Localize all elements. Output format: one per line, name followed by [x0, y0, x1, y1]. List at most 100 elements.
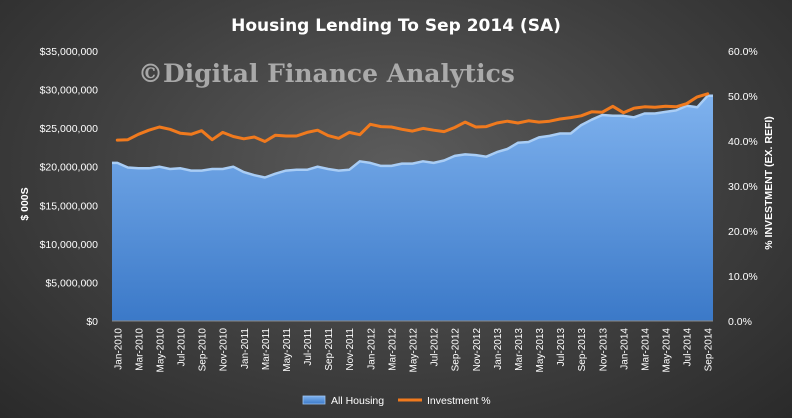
data-point-investment: [274, 134, 276, 136]
data-point-all-housing: [496, 151, 498, 153]
x-tick-label: Sep-2014: [704, 328, 715, 372]
data-point-all-housing: [591, 119, 593, 121]
x-tick-label: Jan-2012: [366, 328, 377, 370]
data-point-all-housing: [127, 166, 129, 168]
data-point-all-housing: [200, 169, 202, 171]
right-tick-label: 50.0%: [728, 91, 758, 103]
x-tick-label: Nov-2013: [598, 328, 609, 372]
data-point-investment: [158, 126, 160, 128]
data-point-all-housing: [316, 166, 318, 168]
x-tick-label: Jul-2010: [177, 328, 188, 367]
x-axis-ticks: Jan-2010 Mar-2010 May-2010 Jul-2010 Sep-2010…: [113, 328, 714, 373]
right-tick-label: 0.0%: [728, 316, 752, 328]
x-tick-label: Mar-2010: [134, 328, 145, 371]
right-tick-label: 60.0%: [728, 46, 758, 58]
data-point-all-housing: [675, 109, 677, 111]
data-point-all-housing: [622, 115, 624, 117]
x-tick-label: Jan-2014: [619, 328, 630, 370]
data-point-all-housing: [443, 159, 445, 161]
data-point-all-housing: [401, 162, 403, 164]
right-tick-label: 10.0%: [728, 271, 758, 283]
data-point-investment: [306, 131, 308, 133]
right-tick-label: 30.0%: [728, 181, 758, 193]
data-point-investment: [485, 125, 487, 127]
data-point-investment: [380, 125, 382, 127]
data-point-investment: [506, 120, 508, 122]
data-point-all-housing: [390, 165, 392, 167]
x-tick-label: Mar-2012: [387, 328, 398, 371]
data-point-investment: [527, 120, 529, 122]
legend: All Housing Investment %: [302, 395, 491, 407]
data-point-all-housing: [517, 142, 519, 144]
data-point-investment: [211, 139, 213, 141]
data-point-investment: [348, 131, 350, 133]
data-point-all-housing: [274, 173, 276, 175]
data-point-investment: [580, 115, 582, 117]
series-edge-all-housing: [112, 94, 713, 179]
data-point-all-housing: [643, 112, 645, 114]
data-point-investment: [464, 121, 466, 123]
data-point-investment: [685, 103, 687, 105]
data-point-all-housing: [359, 160, 361, 162]
chart-title: Housing Lending To Sep 2014 (SA): [231, 16, 561, 36]
x-tick-label: Nov-2011: [345, 328, 356, 371]
data-point-investment: [222, 131, 224, 133]
data-point-all-housing: [380, 165, 382, 167]
data-point-investment: [327, 134, 329, 136]
data-point-all-housing: [601, 114, 603, 116]
data-point-investment: [591, 111, 593, 113]
watermark: ©Digital Finance Analytics: [138, 59, 515, 88]
x-tick-label: Sep-2010: [198, 328, 209, 372]
data-point-investment: [359, 134, 361, 136]
data-point-all-housing: [285, 169, 287, 171]
x-tick-label: May-2010: [155, 328, 166, 373]
data-point-investment: [696, 96, 698, 98]
x-tick-label: Jan-2011: [240, 328, 251, 369]
left-tick-label: $0: [86, 316, 98, 328]
data-point-investment: [707, 93, 709, 95]
data-point-all-housing: [327, 168, 329, 170]
series-area-all-housing: [112, 95, 713, 321]
data-point-investment: [559, 118, 561, 120]
data-point-all-housing: [548, 135, 550, 137]
data-point-investment: [548, 120, 550, 122]
data-point-investment: [179, 132, 181, 134]
data-point-investment: [390, 126, 392, 128]
left-axis-label: $ 000S: [19, 187, 31, 220]
left-tick-label: $10,000,000: [40, 239, 99, 251]
data-point-investment: [116, 139, 118, 141]
data-point-investment: [148, 129, 150, 131]
data-point-all-housing: [559, 132, 561, 134]
data-point-investment: [411, 130, 413, 132]
data-point-all-housing: [527, 141, 529, 143]
data-point-all-housing: [190, 169, 192, 171]
data-point-all-housing: [464, 153, 466, 155]
left-axis-ticks: $0 $5,000,000 $10,000,000 $15,000,000 $20,00…: [40, 46, 99, 328]
x-tick-label: Jul-2011: [303, 328, 314, 366]
data-point-investment: [253, 136, 255, 138]
left-tick-label: $15,000,000: [40, 200, 99, 212]
data-point-investment: [612, 105, 614, 107]
data-point-all-housing: [264, 176, 266, 178]
x-tick-label: May-2013: [535, 328, 546, 373]
data-point-investment: [601, 111, 603, 113]
series-line-investment: [115, 92, 710, 143]
data-point-investment: [675, 106, 677, 108]
data-point-all-housing: [454, 155, 456, 157]
data-point-all-housing: [179, 167, 181, 169]
x-tick-label: May-2014: [662, 328, 673, 373]
data-point-investment: [264, 140, 266, 142]
data-point-all-housing: [475, 154, 477, 156]
x-tick-label: Mar-2013: [514, 328, 525, 371]
data-point-investment: [285, 135, 287, 137]
right-tick-label: 20.0%: [728, 226, 758, 238]
data-point-all-housing: [348, 169, 350, 171]
data-point-investment: [137, 133, 139, 135]
x-tick-label: May-2011: [282, 328, 293, 372]
data-point-all-housing: [654, 112, 656, 114]
data-point-all-housing: [295, 169, 297, 171]
plot-area: $0 $5,000,000 $10,000,000 $15,000,000 $20,00…: [40, 46, 758, 372]
data-point-all-housing: [664, 111, 666, 113]
x-tick-label: Jul-2014: [683, 328, 694, 367]
